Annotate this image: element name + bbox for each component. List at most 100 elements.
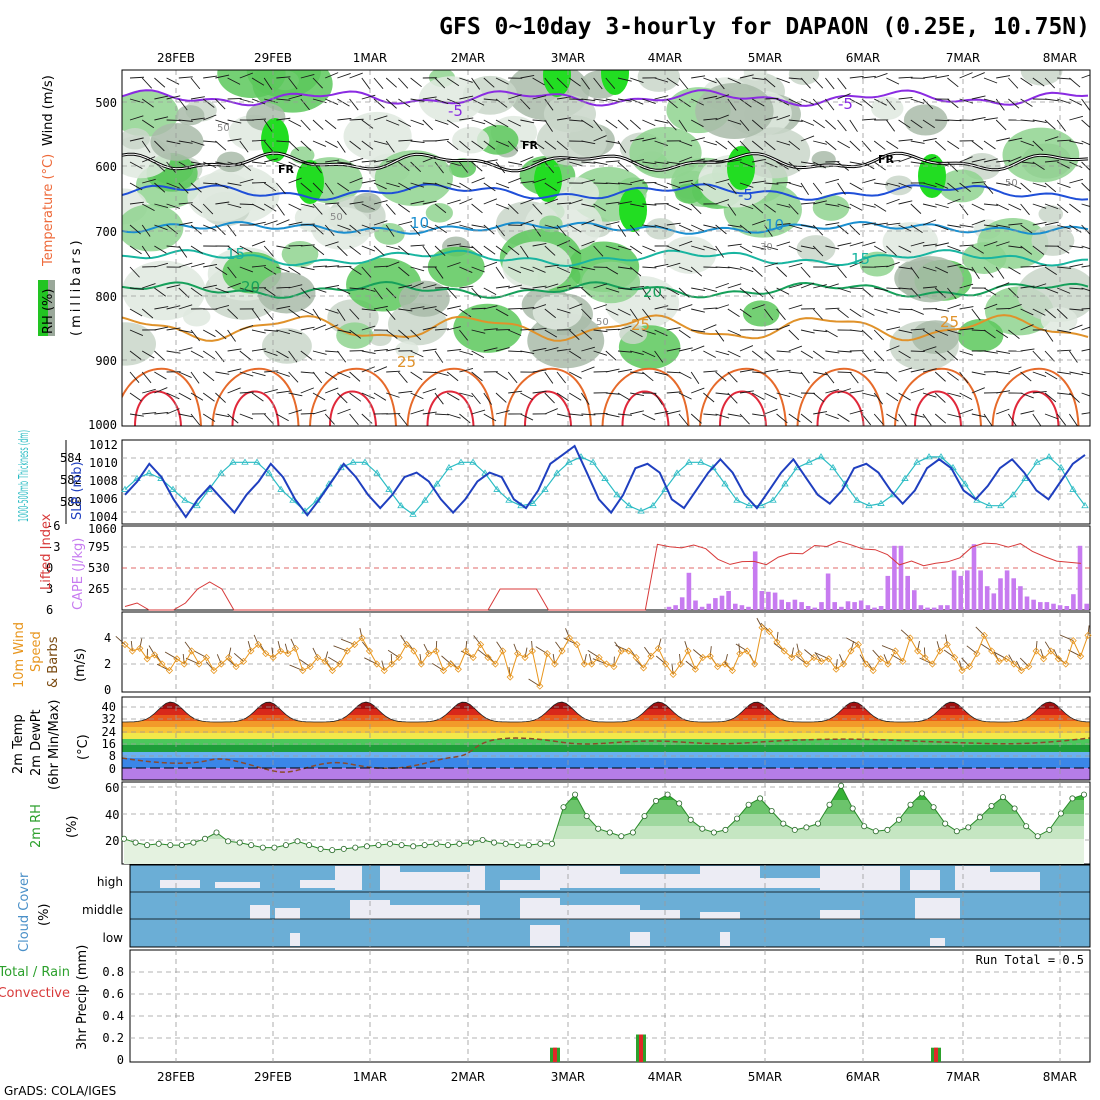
wind-barb bbox=[983, 77, 998, 84]
wind-barb bbox=[423, 643, 430, 654]
wind-barb bbox=[703, 370, 718, 373]
wind-barb bbox=[1069, 324, 1083, 331]
ylabel-temp-unit: (°C) bbox=[76, 734, 91, 760]
wind-barb bbox=[398, 182, 411, 191]
wind-barb bbox=[849, 329, 864, 333]
rh-blob bbox=[122, 322, 156, 366]
thickness-marker bbox=[697, 458, 705, 465]
rh-blob bbox=[343, 111, 412, 161]
wind-barb bbox=[678, 287, 690, 298]
rh-marker bbox=[1034, 833, 1041, 840]
wind-barb bbox=[373, 140, 388, 145]
wind-barb bbox=[1020, 285, 1035, 289]
wind-barb bbox=[788, 203, 799, 215]
wind-barb bbox=[752, 245, 766, 250]
rh-marker bbox=[618, 833, 625, 840]
wind-barb bbox=[508, 329, 522, 336]
wind-barb bbox=[215, 392, 226, 403]
wind-barb bbox=[751, 287, 764, 298]
cloud-level-label: low bbox=[103, 931, 124, 945]
wind-barb bbox=[922, 75, 937, 79]
wind-barb bbox=[593, 283, 608, 289]
wind-barb bbox=[922, 219, 937, 226]
wind-barb bbox=[703, 224, 718, 229]
wind-barb bbox=[715, 329, 725, 342]
wind-barb bbox=[1008, 266, 1021, 275]
wind-barb bbox=[825, 283, 839, 289]
thickness-marker bbox=[385, 485, 393, 492]
cloud-gap bbox=[350, 900, 390, 919]
wind-marker bbox=[1002, 655, 1011, 663]
wind-marker bbox=[714, 663, 722, 671]
wind-barb bbox=[996, 408, 1010, 415]
wind-barb bbox=[325, 202, 340, 205]
wind-marker bbox=[662, 660, 670, 668]
wind-barb bbox=[971, 387, 985, 394]
wind-barb bbox=[727, 203, 737, 216]
wind-barb bbox=[239, 178, 254, 184]
wind-marker bbox=[336, 660, 344, 668]
wind-barb bbox=[1020, 245, 1033, 255]
wind-barb bbox=[471, 371, 483, 382]
wind-barb bbox=[190, 77, 201, 90]
ylabel-precip-2: Convective bbox=[0, 986, 70, 1001]
wind-barb bbox=[983, 266, 994, 278]
wind-barb bbox=[373, 115, 388, 121]
wind-barb bbox=[166, 77, 180, 85]
wind-barb bbox=[1069, 263, 1084, 268]
wind-barb bbox=[800, 413, 813, 424]
wind-barb bbox=[202, 329, 216, 338]
wind-barb bbox=[568, 245, 582, 255]
wind-barb bbox=[178, 140, 193, 144]
rh-marker bbox=[815, 820, 822, 827]
wind-barb bbox=[495, 182, 510, 189]
wind-marker bbox=[647, 652, 655, 660]
wind-barb bbox=[630, 392, 645, 397]
wind-barb bbox=[874, 287, 889, 292]
wind-barb bbox=[154, 350, 166, 361]
rh-blob bbox=[122, 204, 184, 252]
wind-barb bbox=[800, 371, 810, 384]
wind-barb bbox=[434, 203, 447, 214]
wind-barb bbox=[617, 182, 632, 185]
wind-barb bbox=[947, 371, 959, 381]
wind-barb bbox=[873, 203, 887, 212]
isotherm-label: 25 bbox=[940, 313, 959, 331]
wind-barb bbox=[630, 179, 644, 184]
wind-barb bbox=[1081, 348, 1090, 352]
wind-barb bbox=[435, 640, 438, 652]
wind-marker bbox=[625, 647, 633, 655]
wind-barb bbox=[459, 182, 472, 191]
wind-marker bbox=[284, 650, 292, 658]
wind-barb bbox=[995, 266, 1005, 279]
wind-barb bbox=[276, 140, 291, 143]
thickness-marker bbox=[193, 501, 201, 509]
cape-bar bbox=[938, 605, 944, 610]
wind-barb bbox=[922, 98, 934, 110]
wind-barb bbox=[361, 245, 376, 252]
wind-barb bbox=[751, 350, 764, 360]
wind-barb bbox=[288, 203, 302, 211]
rh-marker bbox=[352, 844, 359, 851]
wind-barb bbox=[678, 77, 689, 90]
wind-marker bbox=[173, 655, 181, 663]
wind-barb bbox=[630, 285, 645, 289]
wind-marker bbox=[639, 664, 648, 672]
wind-barb bbox=[886, 198, 900, 205]
slp-tick: 1006 bbox=[89, 492, 118, 506]
wind-barb bbox=[215, 119, 229, 125]
wind-barb bbox=[410, 371, 423, 381]
rh-marker bbox=[1069, 795, 1076, 802]
wind-barb bbox=[446, 371, 459, 382]
wind-barb bbox=[288, 177, 302, 184]
wind-barb bbox=[1032, 161, 1045, 170]
wind-barb bbox=[178, 371, 192, 379]
wind-barb bbox=[727, 159, 742, 163]
wind-barb bbox=[886, 77, 900, 85]
date-label: 28FEB bbox=[157, 1070, 195, 1084]
wind-barb bbox=[581, 77, 591, 90]
wind-barb bbox=[337, 72, 351, 79]
wind-barb bbox=[251, 371, 266, 377]
temp-band bbox=[122, 758, 1090, 768]
rh-marker bbox=[768, 808, 775, 815]
